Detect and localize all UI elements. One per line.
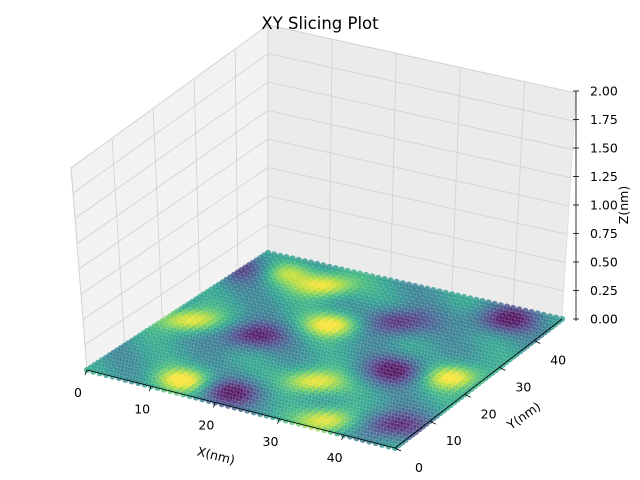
x-tick-mark: [341, 434, 345, 441]
y-tick-label: 30: [515, 379, 531, 394]
z-tick-label: 1.75: [590, 112, 618, 127]
y-tick-label: 20: [481, 406, 497, 421]
tick-labels: 0 10 20 30 40 0 10 20 30 40 0.00 0.25 0.50 0.75 1.00 1.…: [74, 84, 618, 476]
x-tick-mark: [148, 386, 152, 392]
x-tick-label: 0: [74, 385, 82, 400]
scatter-points: [83, 249, 566, 452]
z-tick-label: 2.00: [590, 84, 618, 99]
axis-lines: [84, 90, 579, 452]
z-tick-label: 0.75: [590, 226, 618, 241]
y-gridline-wall: [111, 138, 126, 346]
y-tick-mark: [533, 340, 541, 344]
y-gridline-wall: [193, 78, 201, 297]
y-gridline-wall: [152, 108, 163, 322]
x-tick-mark: [84, 369, 88, 376]
grid-lines: [70, 24, 577, 371]
x-gridline-wall: [328, 39, 333, 267]
y-tick-label: 10: [446, 433, 462, 448]
x-tick-mark: [212, 402, 216, 408]
x-tick-mark: [277, 418, 280, 424]
y-tick-label: 0: [415, 460, 423, 475]
z-tick-label: 0.50: [590, 255, 618, 270]
x-gridline-wall: [512, 81, 526, 309]
x-tick-label: 40: [327, 450, 343, 465]
x-tick-label: 20: [198, 418, 214, 433]
y-tick-mark: [394, 447, 402, 452]
y-tick-label: 40: [550, 353, 566, 368]
z-tick-label: 0.00: [590, 312, 618, 327]
z-tick-label: 0.25: [590, 283, 618, 298]
x-tick-label: 10: [134, 401, 150, 416]
x-gridline-wall: [390, 53, 397, 281]
y-tick-mark: [499, 367, 506, 371]
y-gridline-wall: [234, 48, 239, 273]
z-tick-label: 1.50: [590, 141, 618, 156]
y-axis-label: Y(nm): [503, 399, 543, 433]
z-tick-label: 1.25: [590, 169, 618, 184]
y-tick-mark: [464, 393, 471, 398]
x-gridline-wall: [451, 67, 461, 295]
z-tick-label: 1.00: [590, 198, 618, 213]
y-gridline-wall: [70, 167, 88, 371]
x-tick-label: 30: [263, 434, 279, 449]
z-axis-label: Z(nm): [616, 186, 631, 224]
x-axis-label: X(nm): [196, 444, 237, 468]
chart-title: XY Slicing Plot: [261, 14, 379, 33]
y-tick-mark: [429, 420, 436, 425]
